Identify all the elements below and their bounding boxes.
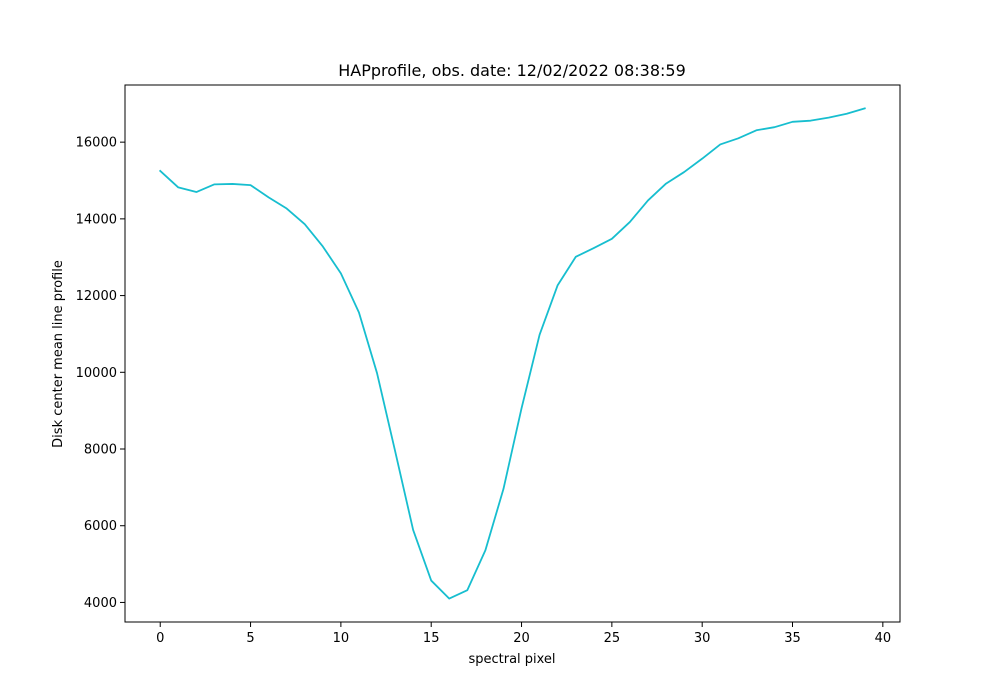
y-tick-label: 12000 [76,289,117,304]
x-tick-label: 40 [875,631,892,646]
x-tick-label: 0 [156,631,164,646]
x-tick-label: 5 [246,631,254,646]
x-tick-label: 25 [604,631,621,646]
x-tick-label: 15 [423,631,440,646]
y-axis-label: Disk center mean line profile [51,260,66,448]
plot-area: 0 5 10 15 20 25 30 35 40 4000 6000 8000 10000 12000 14… [76,84,901,646]
y-tick-label: 8000 [84,443,117,458]
chart-title: HAPprofile, obs. date: 12/02/2022 08:38:… [338,61,686,80]
x-axis-label: spectral pixel [468,652,555,667]
x-tick-label: 10 [333,631,350,646]
axes-frame [124,84,901,623]
y-tick-label: 16000 [76,136,117,151]
x-tick-label: 35 [784,631,801,646]
x-tick-label: 20 [513,631,530,646]
y-tick-label: 10000 [76,366,117,381]
series-line [158,107,866,600]
y-tick-label: 6000 [84,519,117,534]
x-tick-label: 30 [694,631,711,646]
y-tick-label: 14000 [76,212,117,227]
y-tick-label: 4000 [84,596,117,611]
